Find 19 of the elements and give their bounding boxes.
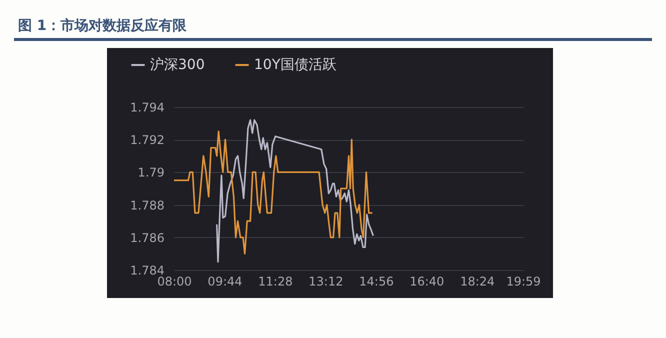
y-tick-label: 1.792 — [130, 133, 164, 148]
x-tick-label: 14:56 — [359, 274, 394, 288]
x-tick-label: 13:12 — [308, 274, 344, 288]
y-tick-label: 1.788 — [130, 198, 164, 212]
y-tick-label: 1.794 — [130, 100, 164, 114]
y-tick-label: 1.79 — [138, 166, 164, 180]
legend-label: 10Y国债活跃 — [254, 57, 336, 73]
legend-label: 沪深300 — [150, 57, 205, 73]
y-tick-label: 1.784 — [130, 264, 164, 278]
x-tick-label: 08:00 — [157, 274, 192, 288]
line-series — [174, 130, 374, 254]
x-tick-label: 18:24 — [460, 274, 495, 288]
x-tick-label: 09:44 — [208, 274, 242, 288]
x-tick-label: 16:40 — [410, 274, 444, 288]
x-tick-label: 11:28 — [258, 274, 293, 288]
x-tick-label: 19:59 — [506, 274, 541, 288]
chart-title: 图 1：市场对数据反应有限 — [18, 17, 187, 35]
y-tick-label: 1.786 — [130, 230, 164, 245]
line-series — [216, 119, 374, 263]
